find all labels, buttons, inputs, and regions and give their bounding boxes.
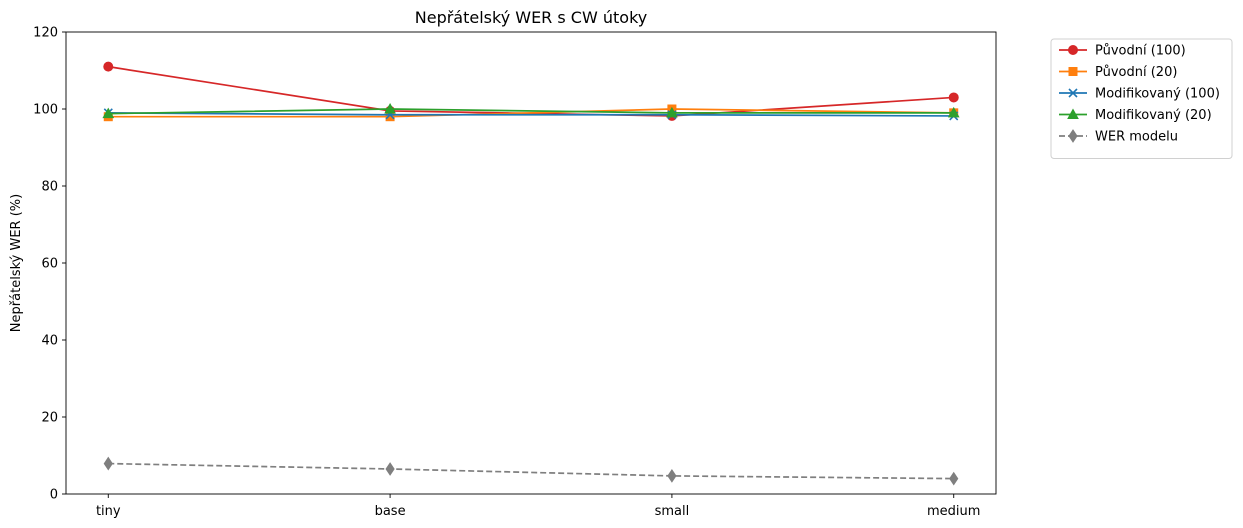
y-tick-label: 0 (50, 488, 58, 503)
legend-swatch-marker-3 (1067, 108, 1079, 119)
plot-area: 0 20 40 60 80 100 120 tiny base small medium (33, 26, 997, 519)
series-3-group (102, 102, 960, 119)
y-tick-label: 40 (41, 334, 58, 349)
legend-label-2: Modifikovaný (100) (1095, 87, 1220, 102)
legend-item-3: Modifikovaný (20) (1059, 108, 1212, 123)
y-axis-label: Nepřátelský WER (%) (9, 194, 24, 332)
series-0-point-medium (948, 92, 959, 103)
x-tick-label-tiny: tiny (96, 504, 121, 519)
legend-label-4: WER modelu (1095, 130, 1178, 145)
series-1-line (108, 108, 954, 118)
series-3-line (108, 108, 954, 115)
legend-item-0: Původní (100) (1059, 44, 1186, 59)
y-tick-label: 120 (33, 26, 58, 41)
legend-swatch-marker-4 (1068, 129, 1078, 143)
x-tick-label-small: small (655, 504, 690, 519)
series-3-point-base (384, 102, 396, 114)
y-tick-label: 60 (41, 257, 58, 272)
x-tick-label-medium: medium (927, 504, 980, 519)
series-0-point-tiny (103, 61, 114, 72)
legend-swatch-marker-2 (1068, 88, 1078, 98)
series-3-point-medium (947, 106, 960, 118)
axes-frame (65, 31, 997, 495)
legend-swatch-marker-2-b (1068, 88, 1078, 98)
series-4-group (103, 456, 959, 486)
series-4-point-tiny (103, 456, 113, 471)
legend-label-3: Modifikovaný (20) (1095, 108, 1212, 123)
series-4-line (108, 462, 954, 480)
legend-box (1050, 38, 1233, 159)
series-3-point-small (666, 106, 678, 118)
legend: Původní (100) Původní (20) Modifikovaný (1… (1050, 38, 1233, 159)
legend-swatch-marker-1 (1068, 67, 1078, 76)
legend-label-0: Původní (100) (1095, 44, 1186, 59)
x-tick-label-base: base (375, 504, 406, 519)
y-tick-label: 100 (33, 103, 58, 118)
y-tick-label: 80 (41, 180, 58, 195)
series-2-line (108, 112, 954, 117)
series-3-point-tiny (102, 107, 115, 119)
legend-item-4: WER modelu (1059, 129, 1178, 145)
legend-item-2: Modifikovaný (100) (1059, 87, 1220, 102)
chart-title: Nepřátelský WER s CW útoky (415, 8, 648, 27)
series-4-point-base (385, 462, 395, 476)
legend-label-1: Původní (20) (1095, 65, 1177, 80)
legend-swatch-marker-0 (1068, 45, 1078, 55)
series-0-line (108, 65, 954, 117)
series-4-point-small (667, 469, 677, 483)
legend-item-1: Původní (20) (1059, 65, 1177, 80)
y-tick-label: 20 (41, 411, 58, 426)
series-4-point-medium (949, 471, 959, 486)
